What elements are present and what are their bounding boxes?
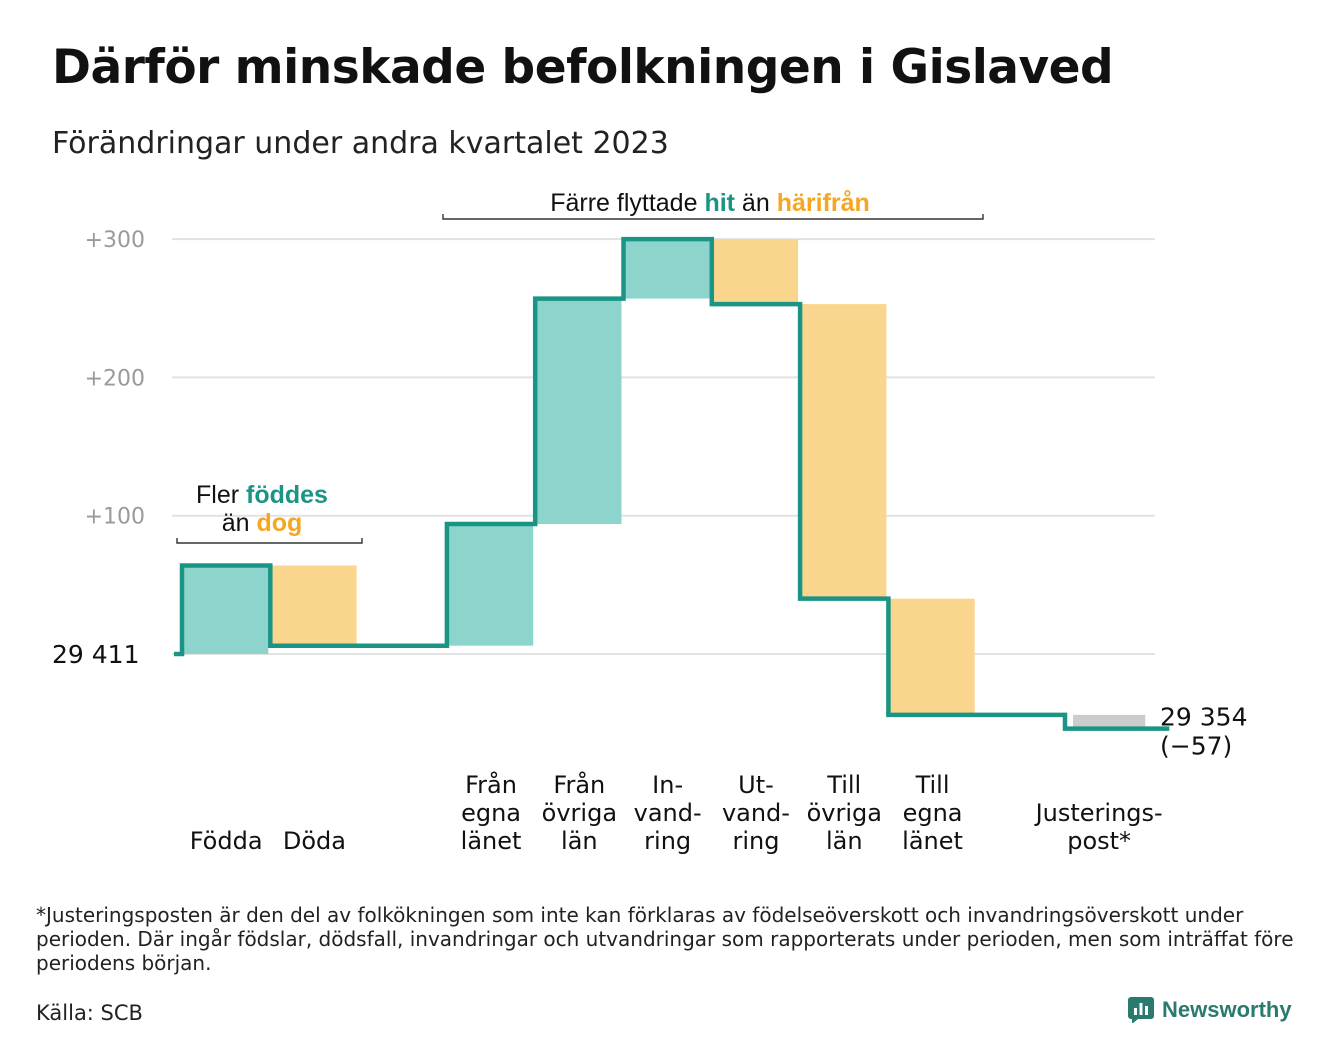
bar-decrease (802, 304, 887, 599)
annotation-text: Fler föddes (196, 481, 328, 509)
page-title: Därför minskade befolkningen i Gislaved (52, 40, 1114, 95)
newsworthy-icon (1128, 997, 1154, 1023)
y-tick-label: +300 (85, 228, 145, 253)
category-label: Döda (283, 827, 346, 855)
cumulative-line (174, 236, 1170, 731)
bar-adjustment (1073, 714, 1146, 729)
annotation-bracket (442, 214, 984, 220)
bar-decrease (713, 239, 799, 305)
source-note: Källa: SCB (36, 1001, 143, 1025)
annotation-segment: dog (256, 509, 302, 537)
category-label: post* (1067, 827, 1131, 855)
annotation-segment: än (735, 189, 777, 217)
brand-name: Newsworthy (1162, 997, 1292, 1022)
waterfall-chart: +300 +200 +100 29 411 29 354(−57) Födda Döda Fr… (52, 189, 1247, 855)
category-label: vand- (634, 799, 702, 827)
category-label: län (826, 827, 863, 855)
category-label: övriga (542, 799, 617, 827)
y-tick-label: +200 (85, 366, 145, 391)
y-tick-label: +100 (85, 505, 145, 530)
category-label: länet (902, 827, 963, 855)
category-label: egna (903, 799, 963, 827)
annotation-segment: Fler (196, 481, 246, 509)
category-label: länet (461, 827, 522, 855)
annotation-segment: än (222, 509, 257, 537)
bar-decrease (890, 598, 975, 715)
page-subtitle: Förändringar under andra kvartalet 2023 (52, 126, 669, 161)
category-label: Till (826, 771, 861, 799)
category-label: vand- (722, 799, 790, 827)
annotation-text: än dog (222, 509, 303, 537)
annotation-bracket (176, 538, 363, 544)
category-label: Från (553, 770, 605, 799)
category-label: ring (732, 827, 779, 855)
bar-decrease (272, 565, 357, 646)
category-label: Ut- (738, 771, 774, 799)
category-label: Justerings- (1034, 799, 1163, 827)
annotation-segment: hit (704, 189, 735, 217)
category-label: Till (915, 771, 950, 799)
bar-increase (448, 523, 534, 646)
category-label: Från (465, 770, 517, 799)
category-label: övriga (807, 799, 882, 827)
annotation-segment: Färre flyttade (550, 189, 704, 217)
category-label: egna (461, 799, 521, 827)
category-label: Födda (190, 827, 263, 855)
bar-increase (625, 239, 710, 299)
end-change-label: (−57) (1160, 732, 1232, 761)
bar-increase (184, 565, 269, 654)
brand-logo: Newsworthy (1128, 997, 1292, 1023)
category-label: län (561, 827, 598, 855)
annotation-segment: föddes (246, 481, 328, 509)
start-value-label: 29 411 (52, 640, 139, 669)
annotation-segment: härifrån (777, 189, 870, 217)
category-label: In- (652, 771, 683, 799)
bar-increase (537, 298, 622, 524)
footnote: *Justeringsposten är den del av folkökni… (36, 903, 1294, 975)
category-label: ring (644, 827, 691, 855)
end-value-label: 29 354 (1160, 703, 1247, 732)
annotation-text: Färre flyttade hit än härifrån (550, 189, 870, 217)
